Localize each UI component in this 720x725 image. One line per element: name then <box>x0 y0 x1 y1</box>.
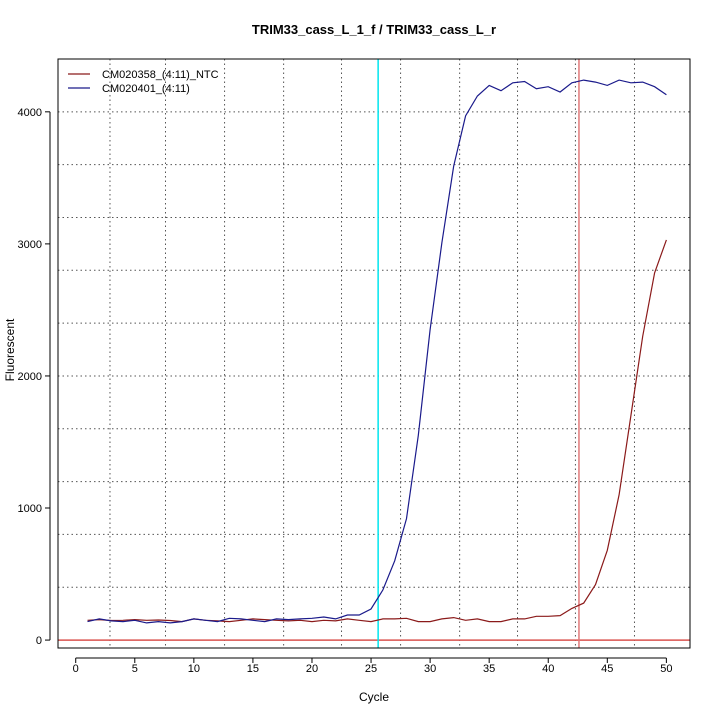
grid <box>58 59 690 648</box>
y-tick-label: 1000 <box>18 503 42 515</box>
y-tick-label: 4000 <box>18 107 42 119</box>
axes: 0 5 10 15 20 25 30 35 40 45 50 0 1000 2000 3000 4000 <box>18 58 691 675</box>
x-tick-label: 20 <box>306 663 318 675</box>
x-tick-label: 15 <box>247 663 259 675</box>
x-tick-label: 10 <box>188 663 200 675</box>
chart-title: TRIM33_cass_L_1_f / TRIM33_cass_L_r <box>252 22 496 37</box>
series-lines <box>87 79 667 624</box>
legend: CM020358_(4:11)_NTC CM020401_(4:11) <box>68 69 219 95</box>
y-axis-label: Fluorescent <box>3 318 17 381</box>
legend-label-1: CM020358_(4:11)_NTC <box>102 69 219 81</box>
x-axis-label: Cycle <box>359 690 389 704</box>
x-tick-label: 40 <box>542 663 554 675</box>
x-tick-label: 50 <box>660 663 672 675</box>
y-tick-label: 2000 <box>18 371 42 383</box>
x-tick-label: 30 <box>424 663 436 675</box>
x-tick-label: 35 <box>483 663 495 675</box>
y-tick-label: 0 <box>36 635 42 647</box>
reference-lines <box>58 59 690 648</box>
plot-frame <box>57 58 691 649</box>
x-tick-label: 25 <box>365 663 377 675</box>
x-tick-label: 0 <box>73 663 79 675</box>
series-line-2 <box>87 79 667 624</box>
x-tick-label: 5 <box>132 663 138 675</box>
x-tick-label: 45 <box>601 663 613 675</box>
legend-label-2: CM020401_(4:11) <box>102 83 190 95</box>
y-tick-label: 3000 <box>18 239 42 251</box>
